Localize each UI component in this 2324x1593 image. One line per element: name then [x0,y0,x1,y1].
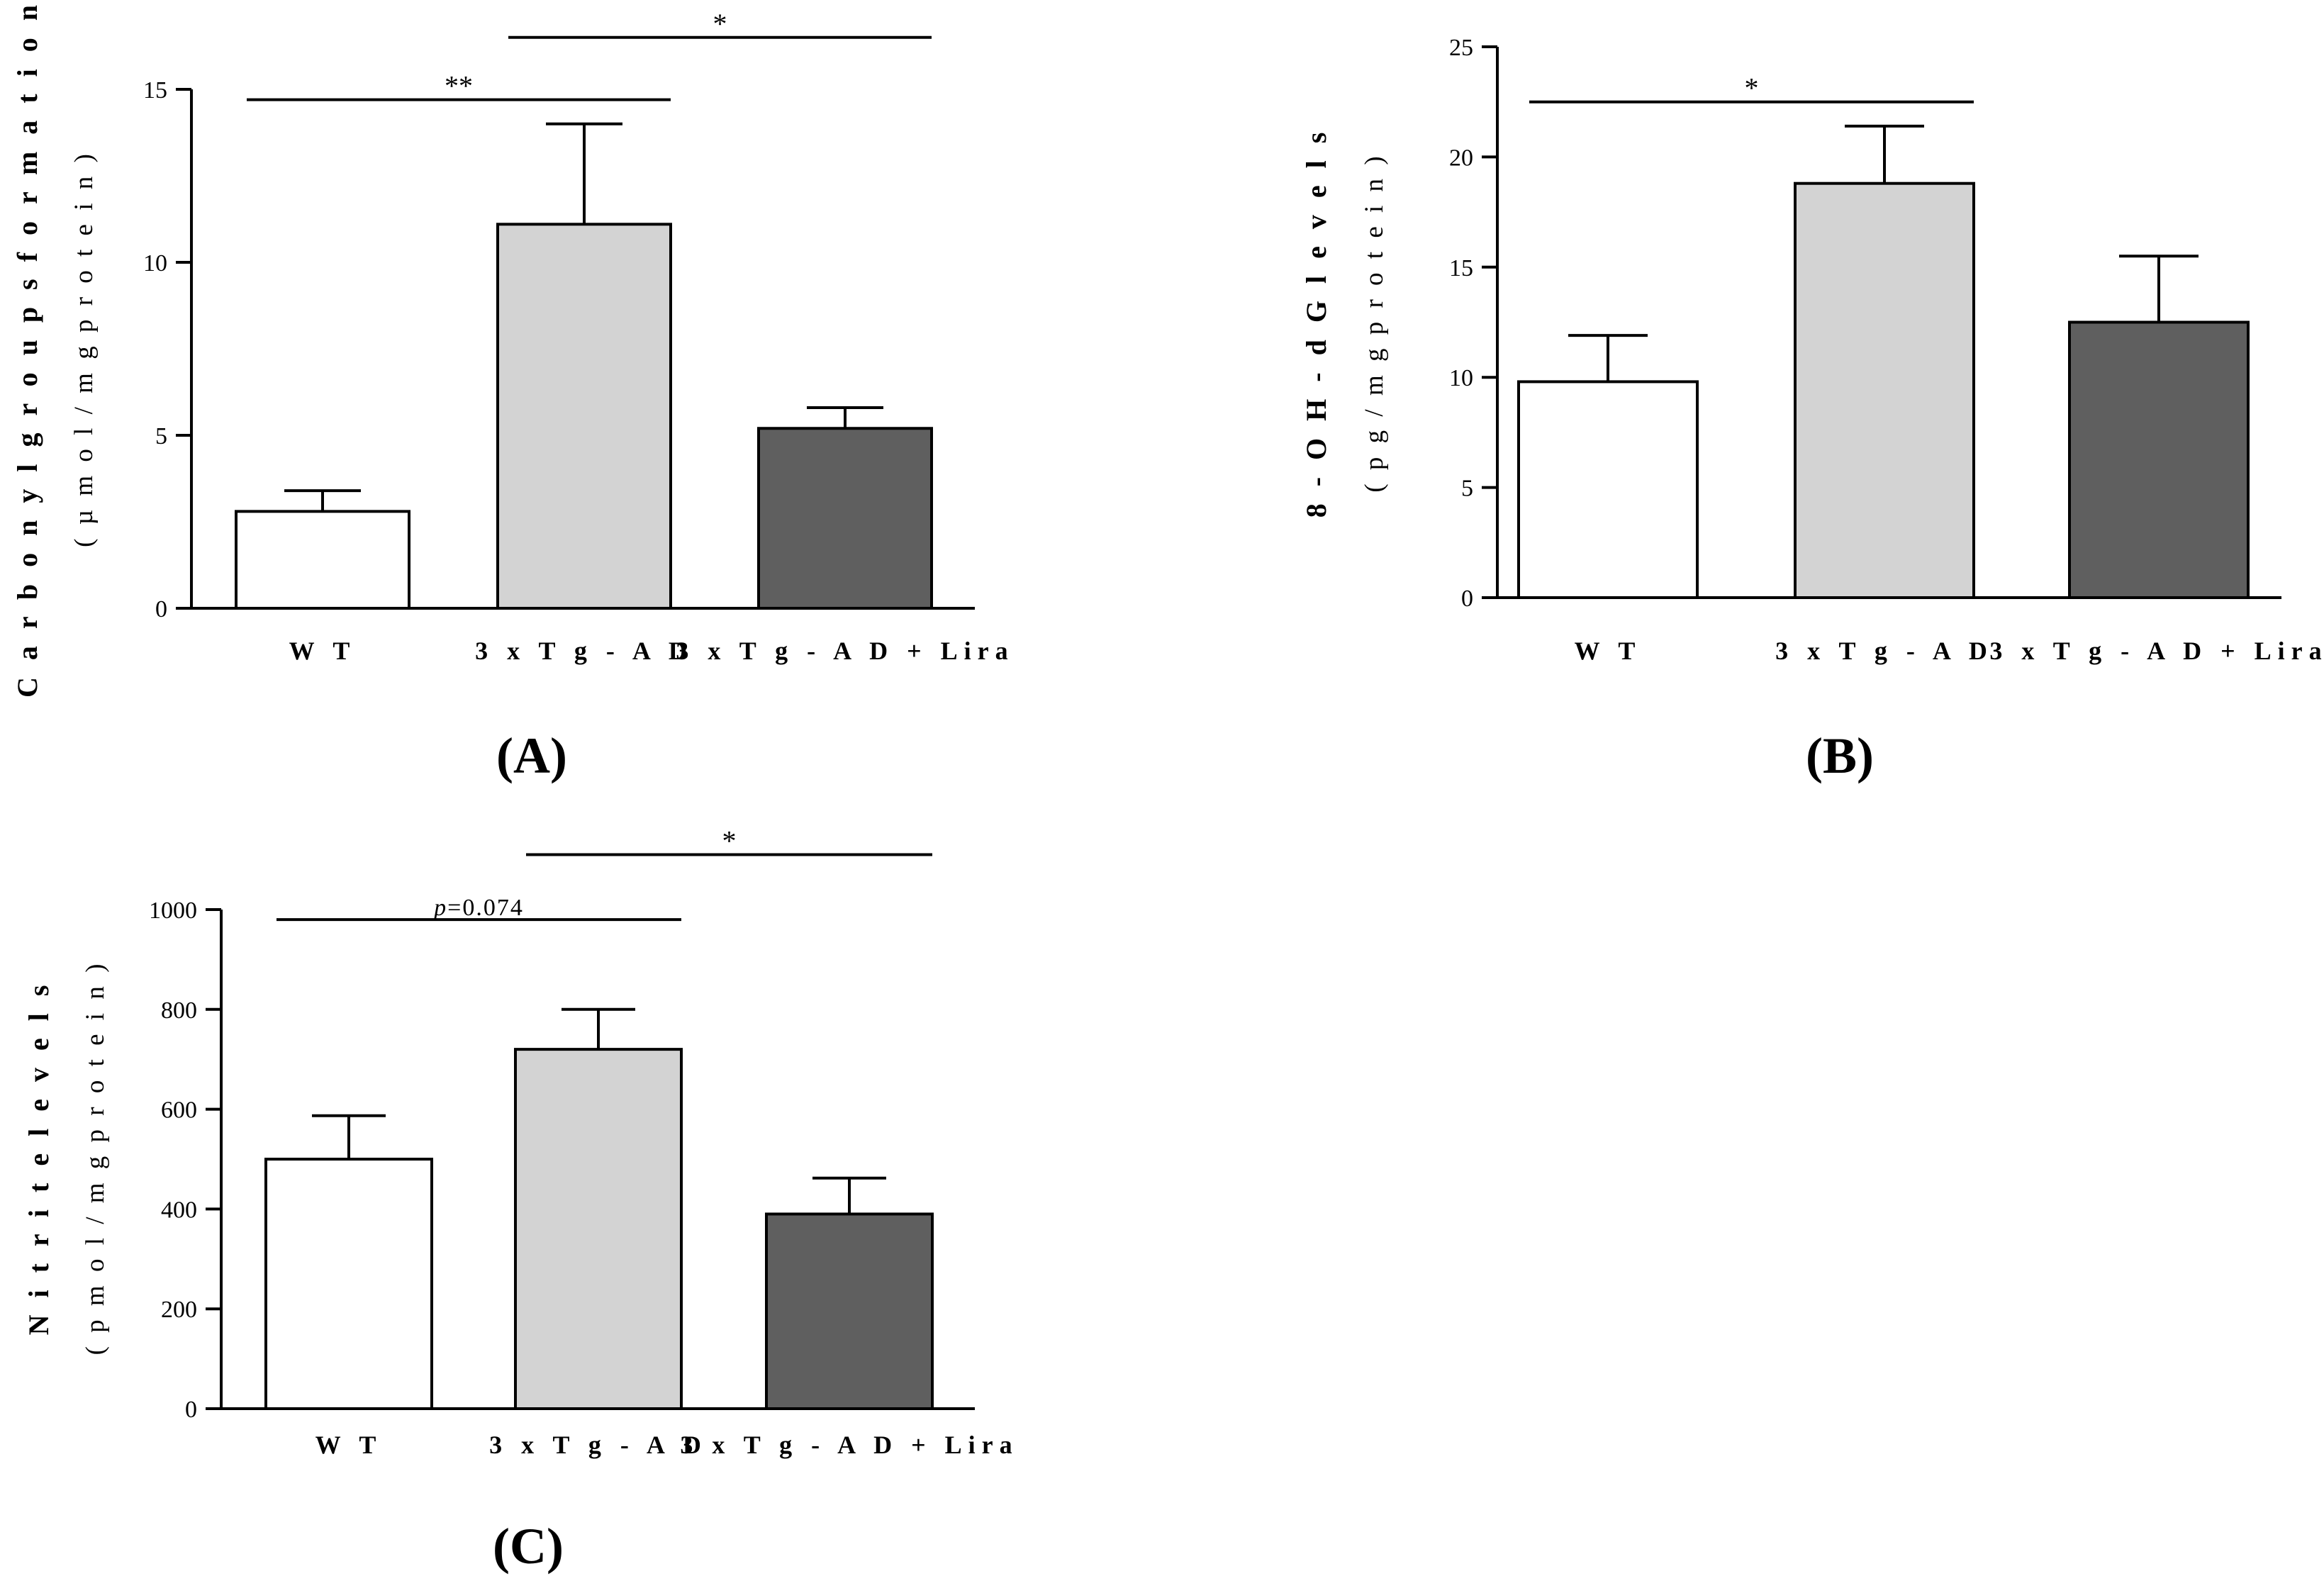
y-tick-label: 15 [1449,255,1473,281]
category-label: 3 x T g - A D + Lira [680,1431,1018,1459]
y-tick-label: 0 [155,596,167,622]
bar [2068,320,2250,599]
y-tick-label: 400 [161,1197,197,1223]
bar [496,223,672,610]
chart-panel-a: 0 5 10 15 W T 3 x T g - A D3 x T g - A D + Li… [11,0,1014,784]
y-tick-label: 1000 [149,898,197,924]
significance-label: * [1745,72,1759,104]
bar [264,1158,433,1410]
y-axis-subtitle: ( p g / m g p r o t e i n ) [1360,152,1389,492]
category-label: 3 x T g - A D [489,1431,708,1459]
y-tick-label: 5 [1461,476,1473,502]
category-label: W T [1575,637,1642,665]
chart-panel-b: 0 5 10 15 20 25 W T 3 x T g - A D3 x T g - A D … [1300,35,2324,784]
bar [514,1048,683,1410]
category-label: 3 x T g - A D [475,637,693,665]
y-axis-title: N i t r i t e l e v e l s [23,980,55,1336]
panel-label: (A) [496,727,567,784]
y-tick-label: 15 [143,77,167,104]
panel-label: (C) [493,1518,564,1575]
y-tick-label: 5 [155,423,167,449]
y-tick-label: 800 [161,997,197,1024]
significance-label: ** [445,70,473,102]
y-tick-label: 10 [143,250,167,276]
category-label: 3 x T g - A D + Lira [1989,637,2324,665]
bar [1517,380,1699,600]
bar [235,510,410,610]
bar [757,427,933,610]
category-label: 3 x T g - A D + Lira [676,637,1014,665]
significance-label: * [713,8,727,40]
significance-label: * [722,825,737,857]
y-tick-label: 10 [1449,365,1473,391]
category-label: W T [315,1431,383,1459]
y-tick-label: 0 [1461,586,1473,612]
category-label: 3 x T g - A D [1775,637,1994,665]
y-axis-subtitle: ( p m o l / m g p r o t e i n ) [81,961,110,1356]
panel-label: (B) [1806,727,1874,784]
y-axis-subtitle: ( µ m o l / m g p r o t e i n ) [69,150,99,547]
y-tick-label: 25 [1449,35,1473,61]
y-tick-label: 0 [185,1397,197,1423]
y-tick-label: 20 [1449,145,1473,171]
bar [1794,181,1975,600]
bar [765,1212,934,1410]
y-tick-label: 200 [161,1297,197,1323]
y-axis-title: 8 - O H - d G l e v e l s [1300,128,1332,518]
significance-label: p=0.074 [432,895,524,921]
chart-panel-c: 0 200 400 600 800 1000 W T 3 x T g - A D3 x T g… [23,825,1018,1575]
y-axis-title: C a r b o n y l g r o u p s f o r m a t … [11,0,43,698]
y-tick-label: 600 [161,1097,197,1124]
category-label: W T [289,637,357,665]
